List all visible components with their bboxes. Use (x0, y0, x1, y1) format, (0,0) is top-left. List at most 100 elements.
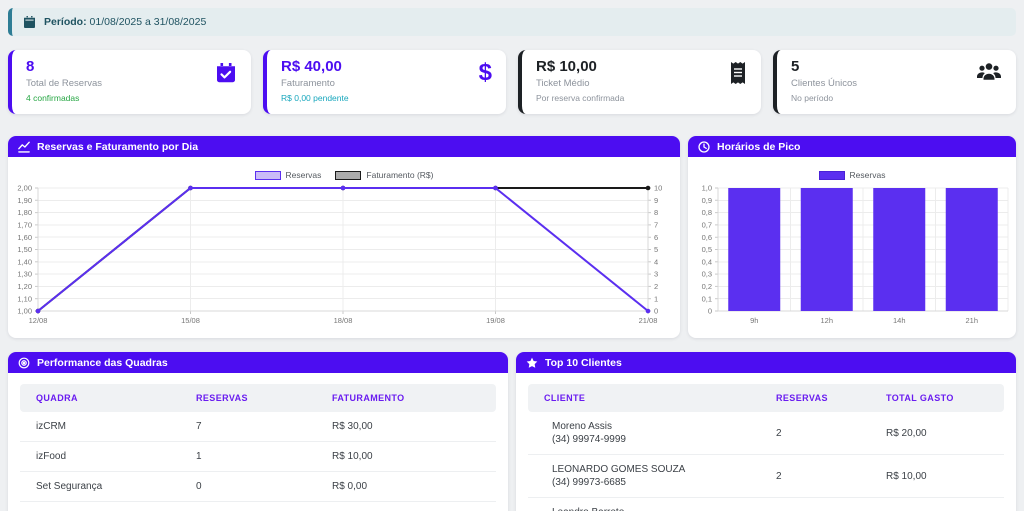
calendar-icon (24, 16, 35, 28)
svg-text:1,60: 1,60 (17, 233, 32, 242)
svg-text:7: 7 (654, 221, 658, 230)
svg-text:0,2: 0,2 (702, 282, 712, 291)
svg-text:0,3: 0,3 (702, 270, 712, 279)
table-row: izCRM 7 R$ 30,00 (20, 412, 496, 442)
svg-text:0,4: 0,4 (702, 257, 712, 266)
horarios-pico-chart[interactable]: 0 0,1 0,2 0,3 0,4 0,5 0,6 0,7 0,8 0,9 1,0 9h 12h 14h 2… (692, 183, 1012, 336)
table-row: izFood 1 R$ 10,00 (20, 442, 496, 472)
legend-swatch (335, 170, 362, 180)
chart-line-icon (18, 141, 30, 153)
stat-sub: 4 confirmadas (26, 93, 80, 103)
line-chart-legend: Reservas Faturamento (R$) (12, 167, 676, 183)
client-cell: LEONARDO GOMES SOUZA (34) 99973-6685 (552, 464, 686, 488)
svg-text:8: 8 (654, 208, 658, 217)
target-icon (18, 357, 30, 369)
table-row: Leandro Barreto (528, 498, 1004, 511)
svg-text:0,7: 0,7 (702, 221, 712, 230)
dollar-sign-icon: $ (478, 59, 492, 86)
svg-text:5: 5 (654, 245, 658, 254)
svg-text:1,20: 1,20 (17, 282, 32, 291)
svg-text:14h: 14h (893, 316, 906, 325)
stat-label: Total de Reservas (26, 78, 103, 89)
period-label: Período: 01/08/2025 a 31/08/2025 (44, 16, 207, 28)
svg-text:1,10: 1,10 (17, 294, 32, 303)
bar-chart-legend: Reservas (692, 167, 1012, 183)
svg-text:0,1: 0,1 (702, 294, 712, 303)
top-clientes-header: Top 10 Clientes (516, 352, 1016, 373)
clock-icon (698, 140, 710, 153)
legend-swatch (254, 170, 281, 180)
stat-label: Clientes Únicos (791, 78, 857, 89)
stat-label: Faturamento (281, 78, 335, 89)
legend-item-reservas[interactable]: Reservas (818, 170, 885, 180)
svg-text:1,90: 1,90 (17, 196, 32, 205)
svg-text:2,00: 2,00 (17, 184, 32, 193)
stat-value: 5 (791, 58, 800, 75)
panel-title: Reservas e Faturamento por Dia (37, 140, 199, 153)
panel-title: Horários de Pico (717, 140, 801, 153)
courts-table-header: QUADRA RESERVAS FATURAMENTO (20, 384, 496, 412)
reservas-faturamento-header: Reservas e Faturamento por Dia (8, 136, 680, 157)
svg-text:1,40: 1,40 (17, 257, 32, 266)
svg-text:3: 3 (654, 270, 658, 279)
performance-quadras-header: Performance das Quadras (8, 352, 508, 373)
client-cell: Leandro Barreto (528, 507, 768, 511)
stat-sub: Por reserva confirmada (536, 93, 625, 103)
horarios-pico-panel: Horários de Pico Reservas 0 0,1 0,2 0,3 0,4 0… (688, 136, 1016, 338)
svg-text:0,8: 0,8 (702, 208, 712, 217)
tables-row: Performance das Quadras QUADRA RESERVAS … (8, 352, 1016, 511)
table-row: Moreno Assis (34) 99974-9999 2 R$ 20,00 (528, 412, 1004, 455)
svg-text:0: 0 (708, 307, 712, 316)
svg-text:1,0: 1,0 (702, 184, 712, 193)
legend-swatch (818, 170, 845, 180)
stat-card-ticket-medio: R$ 10,00 Ticket Médio Por reserva confir… (518, 50, 761, 114)
stat-value: 8 (26, 58, 35, 75)
svg-text:1,00: 1,00 (17, 307, 32, 316)
calendar-check-icon (215, 58, 237, 106)
reservas-faturamento-chart[interactable]: 1,00 0 1,10 1 1,20 2 1,30 3 1,40 4 1,50 5 1,60 6 1,70 7… (12, 183, 676, 336)
svg-text:12/08: 12/08 (29, 316, 48, 325)
stat-value: R$ 40,00 (281, 58, 342, 75)
legend-item-faturamento[interactable]: Faturamento (R$) (335, 170, 434, 180)
period-banner: Período: 01/08/2025 a 31/08/2025 (8, 8, 1016, 36)
horarios-pico-header: Horários de Pico (688, 136, 1016, 157)
svg-text:21/08: 21/08 (639, 316, 658, 325)
stat-card-total-reservas: 8 Total de Reservas 4 confirmadas (8, 50, 251, 114)
svg-text:9: 9 (654, 196, 658, 205)
svg-text:1,50: 1,50 (17, 245, 32, 254)
svg-text:9h: 9h (750, 316, 758, 325)
table-row: Set Segurança 0 R$ 0,00 (20, 472, 496, 502)
svg-text:2: 2 (654, 282, 658, 291)
legend-item-reservas[interactable]: Reservas (254, 170, 321, 180)
stat-sub: No período (791, 93, 834, 103)
svg-text:12h: 12h (820, 316, 833, 325)
panel-title: Performance das Quadras (37, 356, 168, 369)
top-clientes-panel: Top 10 Clientes CLIENTE RESERVAS TOTAL G… (516, 352, 1016, 511)
panel-title: Top 10 Clientes (545, 356, 622, 369)
svg-text:0,9: 0,9 (702, 196, 712, 205)
users-icon (976, 58, 1002, 106)
svg-text:1,30: 1,30 (17, 270, 32, 279)
stat-cards-row: 8 Total de Reservas 4 confirmadas R$ 40,… (8, 50, 1016, 114)
performance-quadras-panel: Performance das Quadras QUADRA RESERVAS … (8, 352, 508, 511)
svg-text:0: 0 (654, 307, 658, 316)
table-row: LEONARDO GOMES SOUZA (34) 99973-6685 2 R… (528, 455, 1004, 498)
stat-label: Ticket Médio (536, 78, 590, 89)
reservas-faturamento-panel: Reservas e Faturamento por Dia Reservas … (8, 136, 680, 338)
stat-card-clientes-unicos: 5 Clientes Únicos No período (773, 50, 1016, 114)
svg-text:1: 1 (654, 294, 658, 303)
svg-text:19/08: 19/08 (486, 316, 505, 325)
stat-value: R$ 10,00 (536, 58, 597, 75)
svg-text:0,5: 0,5 (702, 245, 712, 254)
svg-text:18/08: 18/08 (334, 316, 353, 325)
receipt-icon (729, 58, 747, 106)
svg-text:0,6: 0,6 (702, 233, 712, 242)
svg-text:1,80: 1,80 (17, 208, 32, 217)
star-icon (526, 357, 538, 369)
stat-sub: R$ 0,00 pendente (281, 93, 349, 103)
svg-text:6: 6 (654, 233, 658, 242)
svg-text:21h: 21h (965, 316, 978, 325)
svg-text:10: 10 (654, 184, 662, 193)
client-cell: Moreno Assis (34) 99974-9999 (552, 421, 626, 445)
svg-text:4: 4 (654, 257, 658, 266)
